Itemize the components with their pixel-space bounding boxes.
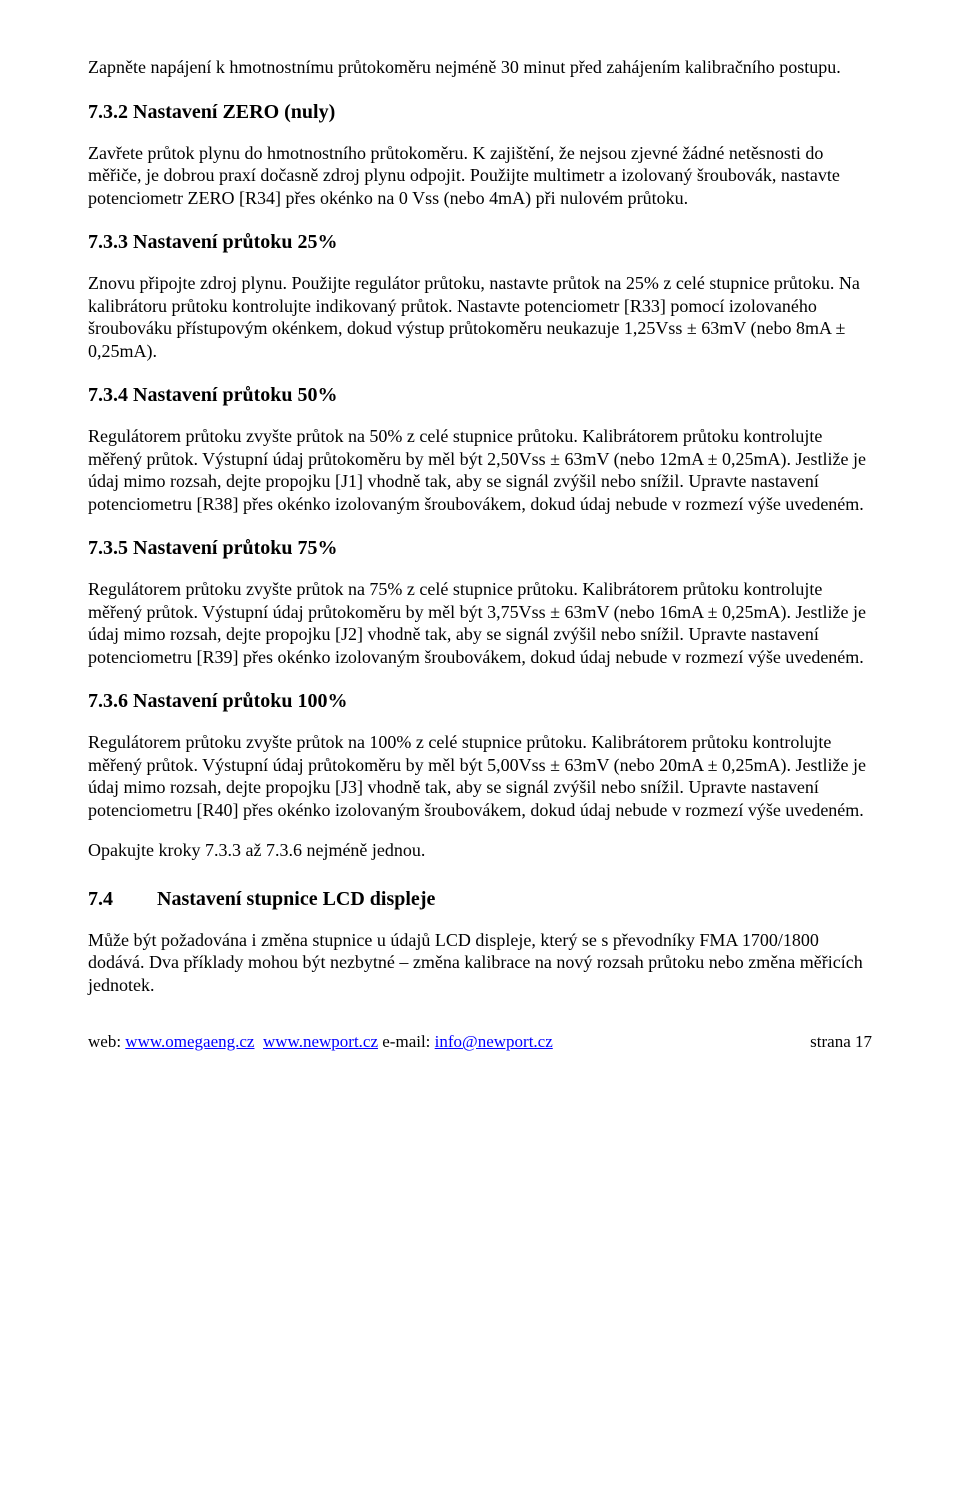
footer-email-label: e-mail: (378, 1032, 435, 1051)
body-7-3-2: Zavřete průtok plynu do hmotnostního prů… (88, 142, 872, 210)
body-7-4: Může být požadována i změna stupnice u ú… (88, 929, 872, 997)
page-footer: web: www.omegaeng.cz www.newport.cz e-ma… (88, 1032, 872, 1052)
heading-7-3-3: 7.3.3 Nastavení průtoku 25% (88, 231, 872, 254)
intro-paragraph: Zapněte napájení k hmotnostnímu průtokom… (88, 56, 872, 79)
body-7-3-5: Regulátorem průtoku zvyšte průtok na 75%… (88, 578, 872, 668)
footer-left: web: www.omegaeng.cz www.newport.cz e-ma… (88, 1032, 553, 1052)
heading-7-3-6: 7.3.6 Nastavení průtoku 100% (88, 690, 872, 713)
body-7-3-4: Regulátorem průtoku zvyšte průtok na 50%… (88, 425, 872, 515)
body-7-3-6: Regulátorem průtoku zvyšte průtok na 100… (88, 731, 872, 821)
heading-7-3-5: 7.3.5 Nastavení průtoku 75% (88, 537, 872, 560)
footer-page-number: strana 17 (810, 1032, 872, 1052)
footer-link-omegaeng[interactable]: www.omegaeng.cz (125, 1032, 254, 1051)
heading-7-3-4: 7.3.4 Nastavení průtoku 50% (88, 384, 872, 407)
body-7-3-3: Znovu připojte zdroj plynu. Použijte reg… (88, 272, 872, 362)
heading-7-4-text: Nastavení stupnice LCD displeje (157, 888, 435, 910)
footer-link-newport[interactable]: www.newport.cz (263, 1032, 378, 1051)
heading-7-4-number: 7.4 (88, 888, 132, 911)
footer-email-link[interactable]: info@newport.cz (435, 1032, 553, 1051)
footer-web-label: web: (88, 1032, 125, 1051)
heading-7-4: 7.4 Nastavení stupnice LCD displeje (88, 888, 872, 911)
heading-7-3-2: 7.3.2 Nastavení ZERO (nuly) (88, 101, 872, 124)
document-page: Zapněte napájení k hmotnostnímu průtokom… (0, 0, 960, 1092)
repeat-note: Opakujte kroky 7.3.3 až 7.3.6 nejméně je… (88, 839, 872, 862)
